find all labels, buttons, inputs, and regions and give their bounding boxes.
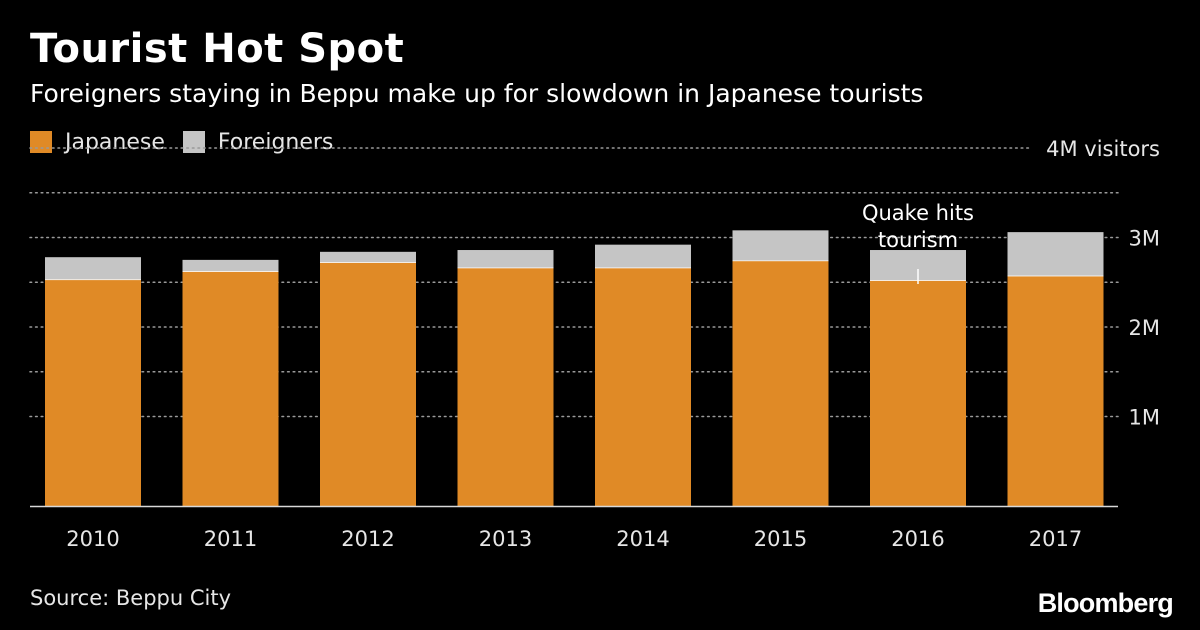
annotation-text: tourism bbox=[878, 228, 958, 252]
legend-item-japanese: Japanese bbox=[30, 130, 165, 155]
bar-japanese-2011 bbox=[182, 271, 279, 506]
bar-japanese-2014 bbox=[595, 267, 691, 506]
bars bbox=[45, 230, 1104, 506]
bloomberg-logo: Bloomberg bbox=[1037, 588, 1174, 618]
x-tick-label: 2014 bbox=[616, 527, 669, 551]
chart-subtitle: Foreigners staying in Beppu make up for … bbox=[30, 79, 924, 108]
bar-foreigners-2014 bbox=[595, 244, 691, 268]
bar-japanese-2017 bbox=[1007, 275, 1104, 506]
x-tick-label: 2011 bbox=[204, 527, 257, 551]
bar-japanese-2010 bbox=[45, 279, 141, 506]
bar-foreigners-2011 bbox=[182, 259, 279, 272]
legend-label-foreigners: Foreigners bbox=[217, 129, 334, 155]
y-tick-label: 1M bbox=[1129, 406, 1160, 430]
y-tick-label: 2M bbox=[1129, 316, 1160, 340]
x-tick-label: 2010 bbox=[66, 527, 119, 551]
chart-title: Tourist Hot Spot bbox=[30, 26, 405, 72]
legend-item-foreigners: Foreigners bbox=[182, 129, 334, 155]
chart-legend: Japanese Foreigners bbox=[30, 127, 351, 157]
bar-japanese-2016 bbox=[870, 280, 966, 506]
bar-foreigners-2017 bbox=[1007, 232, 1104, 276]
x-tick-label: 2013 bbox=[479, 527, 532, 551]
bar-japanese-2015 bbox=[732, 260, 829, 506]
x-tick-label: 2017 bbox=[1029, 527, 1082, 551]
bar-japanese-2012 bbox=[320, 262, 416, 506]
x-tick-label: 2015 bbox=[754, 527, 807, 551]
bar-foreigners-2010 bbox=[45, 257, 141, 280]
x-tick-label: 2016 bbox=[891, 527, 944, 551]
bar-foreigners-2013 bbox=[457, 250, 554, 268]
x-tick-labels: 2010 2011 2012 2013 2014 2015 2016 2017 bbox=[66, 527, 1082, 551]
bar-japanese-2013 bbox=[457, 267, 554, 506]
bar-foreigners-2015 bbox=[732, 230, 829, 261]
y-tick-labels: 1M 2M 3M 4M visitors bbox=[1046, 137, 1160, 430]
annotation-text: Quake hits bbox=[862, 201, 974, 225]
y-tick-label: 4M visitors bbox=[1046, 137, 1160, 161]
annotations: Quake hits tourism bbox=[862, 201, 974, 284]
legend-label-japanese: Japanese bbox=[65, 129, 165, 155]
y-tick-label: 3M bbox=[1129, 227, 1160, 251]
bar-foreigners-2012 bbox=[320, 251, 416, 263]
x-tick-label: 2012 bbox=[341, 527, 394, 551]
source-note: Source: Beppu City bbox=[30, 586, 232, 610]
